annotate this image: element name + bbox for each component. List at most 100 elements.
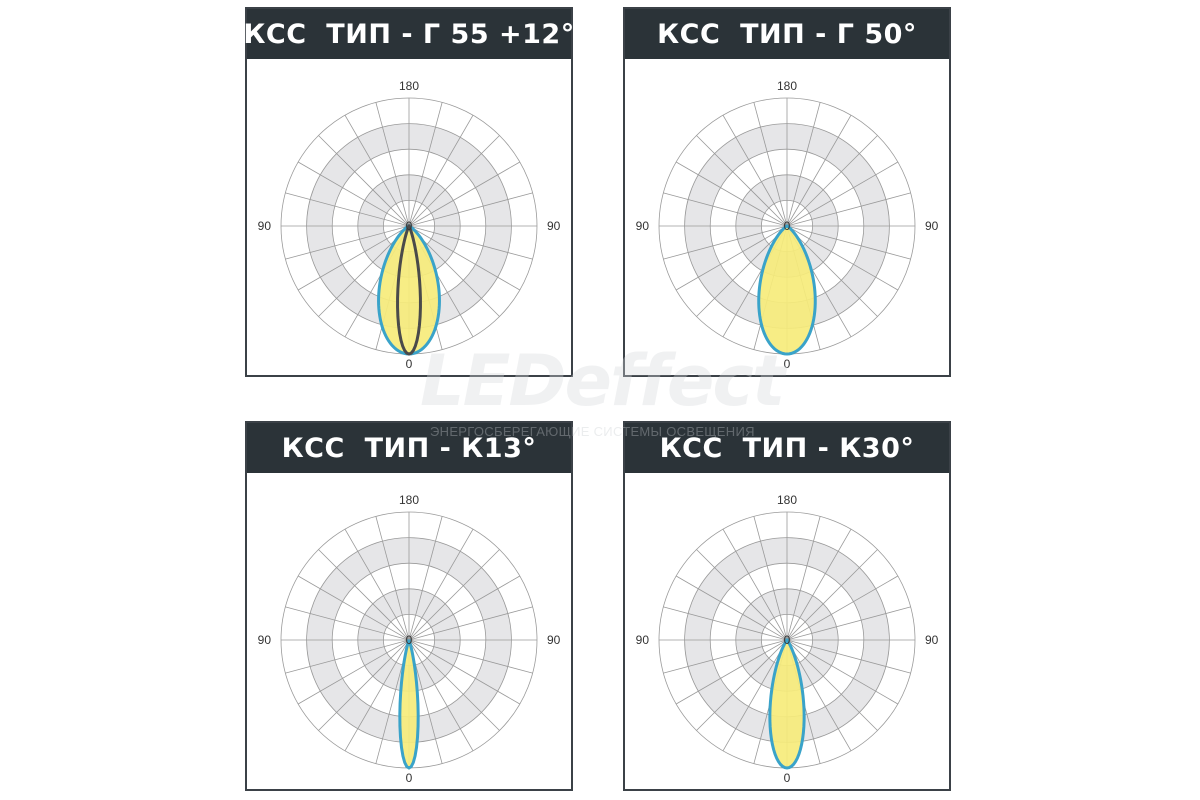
intensity-curve-primary	[768, 638, 806, 770]
polar-spoke	[786, 225, 899, 291]
polar-spoke	[408, 575, 521, 641]
polar-spoke	[408, 161, 521, 227]
polar-spoke	[344, 639, 410, 752]
polar-spoke	[408, 639, 533, 674]
polar-spoke	[696, 639, 788, 731]
polar-spoke	[786, 575, 899, 641]
tick-label-right: 90	[925, 219, 939, 233]
tick-label-top: 180	[777, 79, 797, 93]
polar-spoke	[408, 606, 533, 641]
tick-label-left: 90	[258, 219, 272, 233]
polar-spoke	[663, 639, 788, 674]
intensity-curve-primary	[398, 638, 420, 770]
tick-label-bottom: 0	[406, 771, 413, 785]
polar-spoke	[675, 161, 788, 227]
tick-label-top: 180	[399, 79, 419, 93]
polar-chart: 180 90 90 0 0	[258, 79, 561, 371]
polar-spoke	[786, 102, 821, 227]
tick-label-left: 90	[258, 633, 272, 647]
polar-spoke	[786, 192, 911, 227]
polar-spoke	[375, 102, 410, 227]
polar-spoke	[722, 528, 788, 641]
polar-spoke	[675, 575, 788, 641]
polar-spoke	[344, 528, 410, 641]
chart-title: КСС ТИП - Г 50°	[625, 9, 949, 59]
tick-label-center: 0	[784, 219, 791, 233]
polar-spoke	[722, 639, 788, 752]
polar-spoke	[408, 516, 443, 641]
polar-spoke	[753, 516, 788, 641]
polar-spoke	[408, 528, 474, 641]
polar-spoke	[408, 549, 500, 641]
tick-label-right: 90	[547, 633, 561, 647]
polar-spoke	[408, 225, 533, 260]
polar-spoke	[408, 102, 443, 227]
chart-panel-k13: КСС ТИП - К13° 180 90 90 0 0	[245, 421, 573, 791]
tick-label-bottom: 0	[784, 771, 791, 785]
polar-spoke	[696, 135, 788, 227]
polar-spoke	[297, 575, 410, 641]
chart-title: КСС ТИП - Г 55 +12°	[243, 9, 574, 59]
tick-label-bottom: 0	[406, 357, 413, 371]
chart-title: КСС ТИП - К13°	[247, 423, 571, 473]
intensity-curve-primary	[757, 224, 817, 356]
polar-spoke	[786, 549, 878, 641]
chart-panel-g55: КСС ТИП - Г 55 +12° 180 90 90 0 0	[243, 7, 574, 377]
tick-label-bottom: 0	[784, 357, 791, 371]
tick-label-right: 90	[925, 633, 939, 647]
polar-spoke	[663, 606, 788, 641]
polar-spoke	[663, 192, 788, 227]
polar-spoke	[786, 639, 911, 674]
polar-chart: 180 90 90 0 0	[258, 493, 561, 785]
polar-spoke	[408, 135, 500, 227]
polar-spoke	[408, 639, 521, 705]
polar-spoke	[786, 639, 899, 705]
polar-chart: 180 90 90 0 0	[636, 79, 939, 371]
polar-spoke	[285, 192, 410, 227]
polar-spoke	[786, 225, 878, 317]
polar-spoke	[786, 528, 852, 641]
polar-spoke	[722, 114, 788, 227]
polar-spoke	[696, 225, 788, 317]
tick-label-right: 90	[547, 219, 561, 233]
polar-spoke	[318, 549, 410, 641]
polar-spoke	[297, 161, 410, 227]
polar-spoke	[786, 161, 899, 227]
polar-spoke	[318, 639, 410, 731]
polar-spoke	[344, 114, 410, 227]
polar-spoke	[297, 639, 410, 705]
polar-spoke	[408, 192, 533, 227]
polar-spoke	[696, 549, 788, 641]
tick-label-center: 0	[784, 633, 791, 647]
polar-spoke	[297, 225, 410, 291]
polar-spoke	[408, 225, 521, 291]
polar-spoke	[786, 606, 911, 641]
intensity-curve-secondary	[396, 223, 422, 356]
tick-label-top: 180	[399, 493, 419, 507]
polar-spoke	[675, 225, 788, 291]
polar-spoke	[408, 114, 474, 227]
polar-spoke	[786, 639, 878, 731]
polar-spoke	[375, 516, 410, 641]
chart-panel-g50: КСС ТИП - Г 50° 180 90 90 0 0	[623, 7, 951, 377]
chart-title: КСС ТИП - К30°	[625, 423, 949, 473]
polar-spoke	[675, 639, 788, 705]
polar-spoke	[786, 135, 878, 227]
polar-spoke	[318, 135, 410, 227]
polar-spoke	[408, 639, 474, 752]
tick-label-left: 90	[636, 219, 650, 233]
tick-label-center: 0	[406, 219, 413, 233]
polar-spoke	[786, 114, 852, 227]
polar-spoke	[786, 639, 852, 752]
tick-label-center: 0	[406, 633, 413, 647]
tick-label-top: 180	[777, 493, 797, 507]
polar-spoke	[285, 225, 410, 260]
polar-spoke	[663, 225, 788, 260]
polar-spoke	[786, 225, 911, 260]
chart-panel-k30: КСС ТИП - К30° 180 90 90 0 0	[623, 421, 951, 791]
polar-spoke	[753, 102, 788, 227]
polar-chart: 180 90 90 0 0	[636, 493, 939, 785]
polar-spoke	[285, 639, 410, 674]
polar-spoke	[285, 606, 410, 641]
polar-spoke	[408, 639, 500, 731]
